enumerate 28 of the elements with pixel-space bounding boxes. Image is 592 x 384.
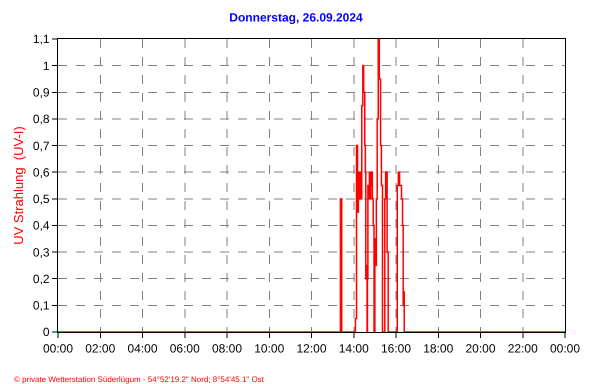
y-tick-label: 0,2: [32, 272, 50, 286]
x-tick-label: 02:00: [85, 341, 116, 356]
x-tick-label: 00:00: [42, 341, 74, 356]
x-tick-label: 18:00: [423, 341, 454, 356]
y-tick-label: 1: [42, 58, 50, 73]
y-tick-label: 0,8: [32, 112, 50, 126]
y-tick-label: 0,1: [32, 298, 50, 313]
x-tick-label: 16:00: [380, 341, 412, 356]
x-tick-label: 04:00: [127, 341, 158, 356]
y-tick-label: 0,3: [32, 245, 50, 260]
x-tick-label: 22:00: [508, 341, 538, 356]
y-tick-label: 0,6: [32, 165, 50, 180]
x-tick-label: 08:00: [212, 341, 242, 356]
x-tick-label: 10:00: [254, 341, 285, 356]
chart-title: Donnerstag, 26.09.2024: [229, 10, 364, 24]
y-tick-label: 0,5: [32, 192, 50, 206]
x-tick-label: 20:00: [465, 341, 496, 356]
x-tick-label: 12:00: [296, 341, 327, 356]
y-tick-label: 1,1: [32, 32, 50, 46]
x-tick-label: 14:00: [338, 341, 370, 356]
y-tick-label: 0,9: [32, 85, 50, 100]
y-tick-label: 0: [42, 325, 50, 340]
x-tick-label: 06:00: [170, 341, 200, 356]
x-tick-label: 00:00: [550, 341, 580, 356]
y-tick-label: 0,4: [32, 218, 50, 233]
y-axis-title: UV Strahlung (UV-I): [10, 126, 26, 245]
text: © private Wetterstation Süderlügum - 54°52'19.2" Nord; 8°54'45.1" Ost: [14, 375, 265, 384]
y-tick-label: 0,7: [32, 138, 50, 153]
